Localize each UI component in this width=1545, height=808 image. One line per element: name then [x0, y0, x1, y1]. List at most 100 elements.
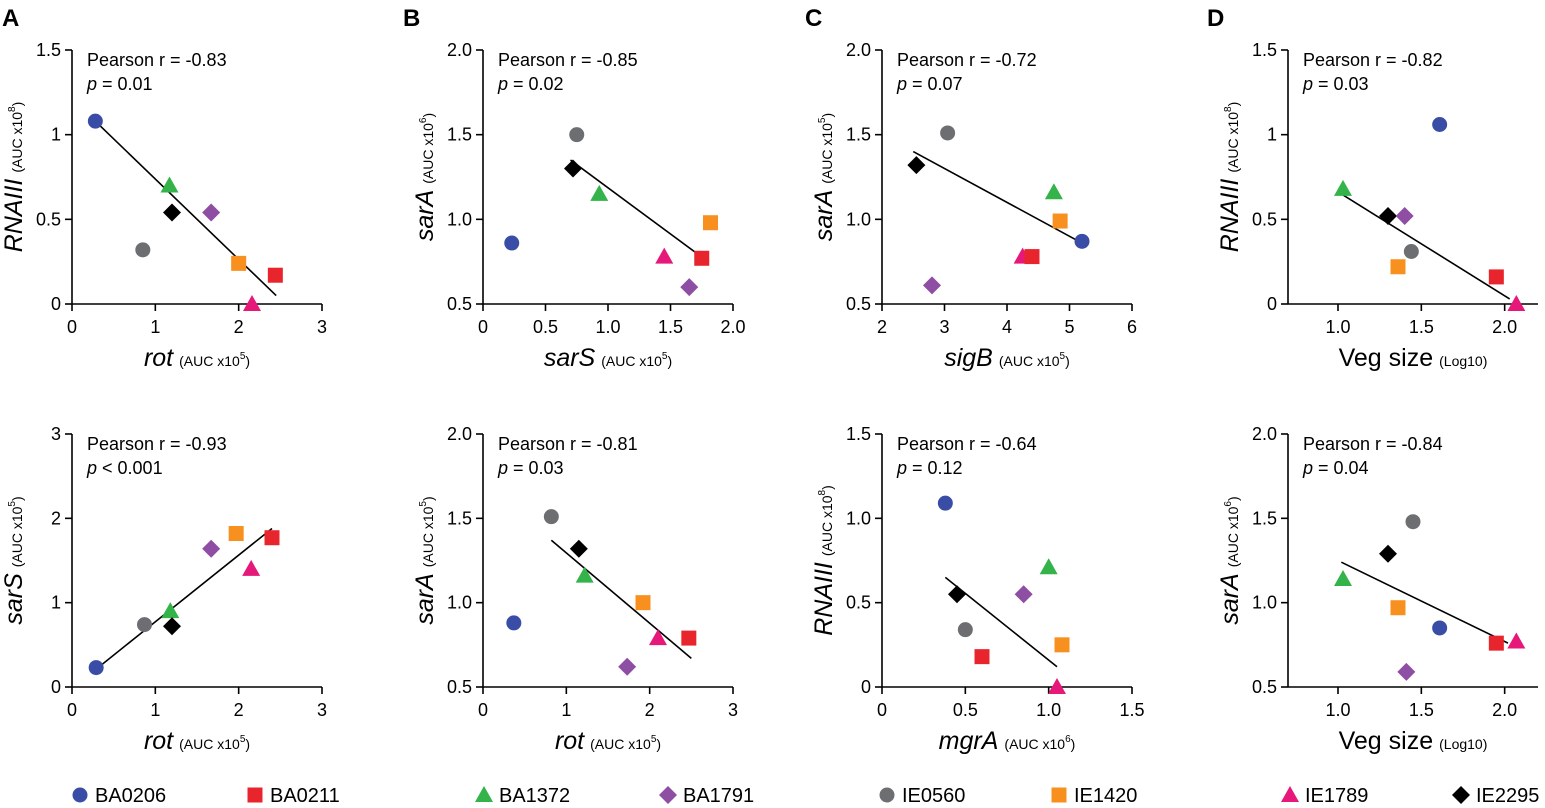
y-tick-label: 2.0	[846, 40, 871, 60]
x-axis-label-exponent: 5	[662, 351, 668, 362]
strain-legend: BA0206 BA0211 BA1372 BA1791 IE0560 IE1420 IE17…	[72, 785, 1539, 807]
pearson-r-label: Pearson r = -0.84	[1303, 434, 1443, 454]
data-point-ie1420	[231, 255, 247, 271]
y-axis-label-close: )	[819, 113, 835, 118]
p-value-text: = 0.02	[508, 74, 564, 94]
y-axis-label-unit: (AUC x10	[819, 495, 835, 556]
x-axis-label-name: Veg size	[1339, 344, 1434, 372]
x-tick-label: 2.0	[1492, 700, 1517, 720]
y-axis-label-unit: (AUC x10	[420, 506, 436, 567]
p-value-symbol: p	[497, 74, 508, 94]
x-axis-label-name: Veg size	[1339, 727, 1434, 755]
x-axis-label-unit: (AUC x10	[179, 353, 240, 369]
y-axis-label-exponent: 8	[817, 489, 828, 495]
x-tick-label: 1.5	[658, 317, 683, 337]
y-axis-label-exponent: 6	[1223, 501, 1234, 507]
y-axis-label-close: )	[9, 102, 25, 107]
data-point-ba1372	[1039, 558, 1058, 575]
y-tick-label: 2	[51, 508, 61, 528]
data-point-ie2295	[907, 156, 926, 175]
pearson-r-label: Pearson r = -0.72	[897, 50, 1037, 70]
x-axis-label-name: rot	[555, 727, 585, 755]
y-tick-label: 1.5	[447, 125, 472, 145]
x-axis-label-close: )	[1071, 736, 1076, 752]
y-tick-label: 1.0	[447, 209, 472, 229]
x-axis-label-exponent: 6	[1065, 734, 1071, 745]
p-value-text: = 0.04	[1313, 458, 1369, 478]
p-value-label: p = 0.04	[1302, 458, 1369, 478]
x-axis-label-close: )	[245, 736, 250, 752]
p-value-label: p = 0.03	[497, 458, 564, 478]
legend-marker-ba1372	[475, 786, 493, 802]
data-point-ba0206	[937, 495, 953, 511]
p-value-symbol: p	[86, 458, 97, 478]
x-axis-label-name: sarS	[544, 344, 596, 372]
y-tick-label: 1.5	[1252, 508, 1277, 528]
scatter-plot-d-top: 1.0 1.5 2.0 0 0.5 1 1.5 Veg size (Log10) RNAIII (A…	[1216, 40, 1538, 372]
y-axis-label-name: sarA	[1216, 573, 1244, 624]
y-axis-label-unit: (AUC x10	[819, 123, 835, 184]
legend-label: BA1791	[683, 785, 754, 807]
y-tick-label: 0	[51, 294, 61, 314]
legend-marker-ba0211	[247, 787, 263, 803]
data-point-ba1791	[618, 657, 637, 676]
p-value-label: p = 0.02	[497, 74, 564, 94]
x-axis-label-unit: (AUC x10	[179, 736, 240, 752]
data-point-ie1420	[703, 215, 718, 231]
y-axis-label-close: )	[819, 485, 835, 490]
data-point-ie1789	[243, 295, 261, 311]
y-tick-label: 0.5	[846, 593, 871, 613]
x-axis-label-close: )	[1065, 353, 1070, 369]
y-tick-label: 1.0	[846, 209, 871, 229]
x-axis-label-name: rot	[144, 727, 174, 755]
y-tick-label: 1.5	[846, 125, 871, 145]
pearson-r-label: Pearson r = -0.93	[87, 434, 227, 454]
y-axis-label-unit: (AUC x10	[1225, 112, 1241, 173]
x-axis-label: sarS (AUC x105)	[544, 344, 672, 372]
y-axis-label-name: RNAIII	[0, 179, 28, 253]
data-point-ba1791	[680, 278, 699, 297]
y-axis-label-close: )	[1225, 496, 1241, 501]
y-axis-label-unit: (AUC x10	[420, 123, 436, 184]
data-point-ba0211	[694, 250, 710, 266]
y-tick-label: 0	[51, 677, 61, 697]
data-point-ba1372	[590, 184, 609, 201]
y-axis-label-unit: (AUC x10	[9, 506, 25, 567]
y-tick-label: 0.5	[1252, 209, 1277, 229]
y-tick-label: 1.5	[846, 424, 871, 444]
y-axis-label-close: )	[1225, 102, 1241, 107]
y-tick-label: 1.5	[1252, 40, 1277, 60]
legend-label: IE1420	[1074, 785, 1137, 807]
p-value-label: p = 0.01	[86, 74, 153, 94]
y-axis-label: RNAIII (AUC x108)	[0, 102, 28, 253]
data-point-ba0206	[1432, 620, 1448, 636]
y-axis-label: sarA (AUC x106)	[1216, 496, 1244, 624]
x-axis-label-name: mgrA	[939, 727, 999, 755]
legend-item-ie1789: IE1789	[1281, 785, 1368, 807]
data-point-ba0206	[504, 235, 520, 251]
x-axis-label-close: )	[667, 353, 672, 369]
data-point-ba0206	[88, 660, 104, 676]
data-point-ie1420	[1390, 259, 1406, 275]
data-point-ie1420	[1052, 213, 1068, 229]
x-tick-label: 2	[234, 317, 244, 337]
data-point-ie2295	[948, 585, 966, 604]
x-axis-label-unit: (AUC x10	[601, 353, 662, 369]
data-point-ba1372	[575, 566, 594, 583]
y-tick-label: 2.0	[447, 424, 472, 444]
y-axis-label-close: )	[420, 113, 436, 118]
y-tick-label: 1	[1267, 125, 1277, 145]
p-value-label: p < 0.001	[86, 458, 163, 478]
data-point-ie2295	[163, 617, 181, 636]
y-tick-label: 1.0	[1252, 593, 1277, 613]
y-tick-label: 1.5	[447, 508, 472, 528]
data-point-ie2295	[1379, 544, 1397, 563]
data-point-ba0206	[1074, 233, 1090, 249]
x-tick-label: 3	[728, 700, 738, 720]
x-tick-label: 0	[478, 700, 488, 720]
x-axis-label-exponent: 5	[240, 351, 246, 362]
x-tick-label: 4	[1002, 317, 1012, 337]
